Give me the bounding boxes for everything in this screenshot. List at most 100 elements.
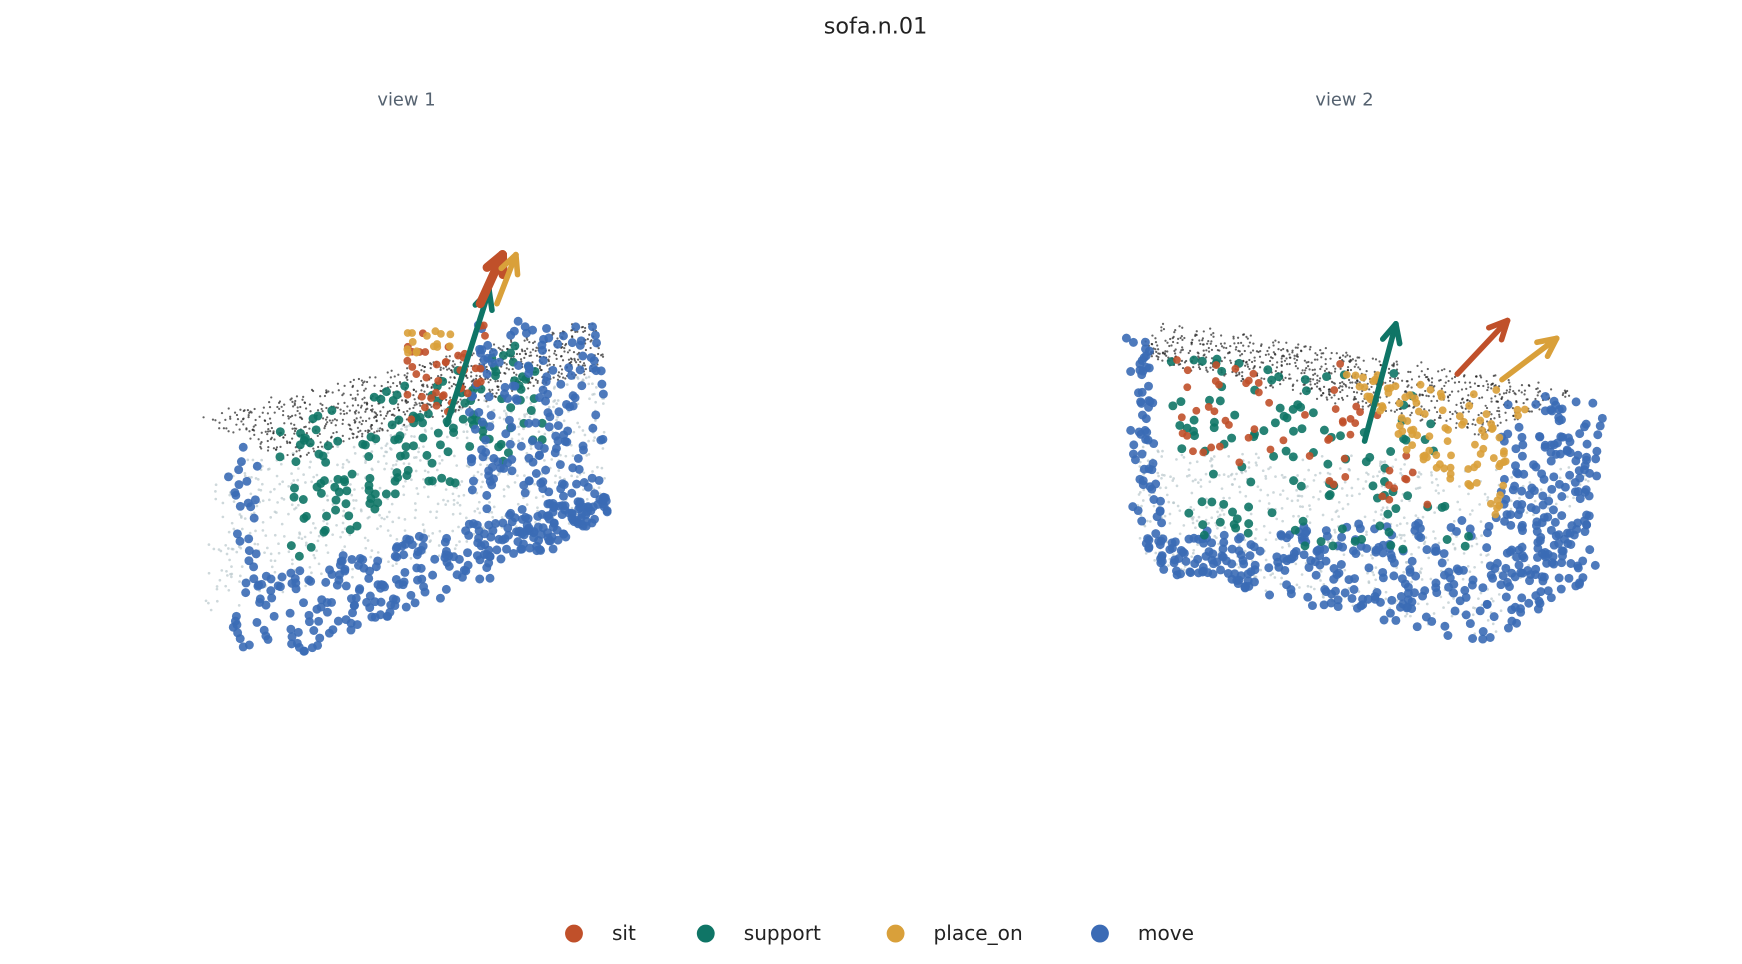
point bbox=[499, 380, 502, 383]
point bbox=[1189, 426, 1198, 436]
point bbox=[1390, 409, 1393, 412]
point bbox=[1540, 550, 1550, 560]
point bbox=[1421, 418, 1424, 421]
point bbox=[556, 415, 559, 419]
point bbox=[1385, 608, 1395, 618]
point bbox=[1163, 514, 1167, 518]
point bbox=[1296, 499, 1300, 502]
point bbox=[1229, 359, 1232, 362]
point bbox=[554, 407, 564, 417]
point bbox=[383, 467, 386, 471]
point bbox=[1345, 494, 1349, 497]
point bbox=[440, 458, 444, 462]
point bbox=[1590, 560, 1600, 570]
point bbox=[1424, 536, 1428, 539]
point bbox=[506, 348, 516, 358]
point bbox=[1230, 410, 1240, 420]
point bbox=[1482, 543, 1492, 553]
point bbox=[1136, 398, 1146, 408]
point bbox=[452, 498, 456, 502]
point bbox=[1217, 473, 1221, 477]
point bbox=[1325, 476, 1334, 485]
point bbox=[1144, 381, 1153, 391]
point bbox=[571, 336, 574, 339]
point bbox=[1220, 360, 1223, 363]
point bbox=[548, 507, 558, 517]
point bbox=[1173, 349, 1176, 353]
point bbox=[485, 573, 495, 583]
point bbox=[327, 390, 330, 393]
point bbox=[1271, 357, 1274, 360]
point bbox=[1346, 369, 1350, 372]
point bbox=[341, 514, 345, 518]
point bbox=[1437, 558, 1447, 568]
point bbox=[266, 430, 270, 433]
point bbox=[1339, 367, 1342, 370]
point bbox=[316, 602, 326, 612]
point bbox=[300, 537, 304, 541]
point bbox=[1364, 480, 1368, 483]
point bbox=[1212, 354, 1222, 364]
point bbox=[266, 586, 276, 596]
point bbox=[1320, 545, 1330, 554]
point bbox=[316, 539, 320, 543]
point bbox=[1291, 388, 1295, 391]
point bbox=[1414, 487, 1418, 491]
point bbox=[339, 475, 349, 485]
point bbox=[211, 418, 215, 421]
point bbox=[1142, 488, 1146, 492]
point bbox=[374, 412, 378, 415]
point bbox=[373, 416, 376, 419]
point bbox=[1188, 474, 1191, 477]
point bbox=[1347, 593, 1357, 603]
point bbox=[1263, 377, 1266, 381]
point bbox=[353, 452, 357, 455]
point bbox=[1426, 367, 1429, 371]
point bbox=[237, 545, 241, 549]
point bbox=[1188, 461, 1192, 465]
point bbox=[276, 405, 279, 409]
point bbox=[1419, 472, 1423, 476]
point bbox=[1216, 526, 1219, 530]
point bbox=[1254, 388, 1263, 397]
point bbox=[1510, 602, 1520, 612]
point bbox=[1398, 544, 1408, 554]
point bbox=[587, 473, 597, 483]
point bbox=[410, 380, 413, 383]
point bbox=[333, 474, 343, 484]
point bbox=[278, 407, 281, 410]
point bbox=[1500, 516, 1509, 526]
point bbox=[352, 620, 362, 630]
point bbox=[1438, 379, 1441, 382]
point bbox=[1153, 559, 1157, 562]
point bbox=[1363, 392, 1372, 401]
point bbox=[1343, 568, 1347, 572]
point bbox=[291, 414, 294, 417]
point bbox=[538, 345, 547, 355]
point bbox=[298, 412, 301, 415]
point bbox=[1347, 378, 1351, 382]
point bbox=[232, 529, 242, 539]
point bbox=[1196, 351, 1199, 354]
point bbox=[478, 426, 488, 436]
point bbox=[1531, 591, 1541, 601]
point bbox=[503, 393, 513, 403]
point bbox=[341, 434, 344, 437]
point bbox=[292, 479, 296, 482]
point bbox=[1319, 600, 1329, 610]
point bbox=[1166, 350, 1169, 353]
point bbox=[587, 453, 591, 456]
point bbox=[1275, 403, 1285, 413]
point bbox=[1156, 358, 1160, 361]
point bbox=[1246, 365, 1250, 368]
point bbox=[433, 428, 443, 438]
point bbox=[1199, 448, 1208, 457]
point bbox=[552, 363, 555, 367]
point bbox=[1395, 408, 1398, 411]
point bbox=[261, 411, 264, 414]
point bbox=[564, 344, 567, 347]
point bbox=[351, 567, 354, 571]
point bbox=[427, 403, 431, 406]
point bbox=[292, 405, 295, 408]
point bbox=[378, 429, 381, 432]
